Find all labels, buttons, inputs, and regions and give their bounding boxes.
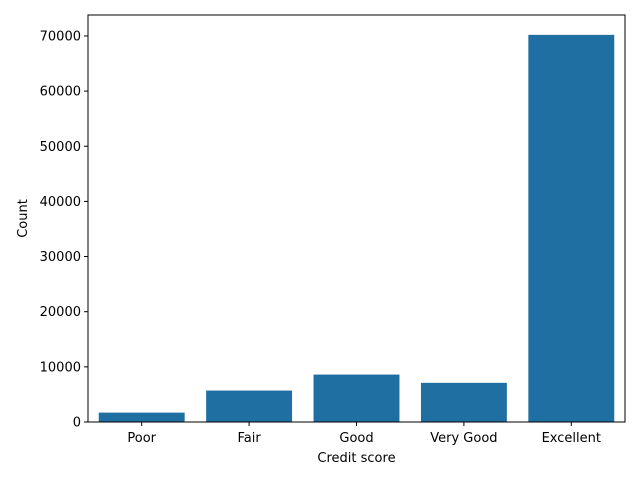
bars-group: [98, 34, 615, 422]
y-tick-label: 30000: [40, 250, 81, 265]
bar-fair: [206, 390, 293, 422]
x-tick-label: Poor: [127, 431, 156, 446]
x-axis-label: Credit score: [317, 451, 395, 466]
y-tick-label: 50000: [40, 140, 81, 155]
y-tick-label: 60000: [40, 85, 81, 100]
bar-very-good: [420, 382, 507, 422]
bar-poor: [98, 412, 185, 422]
x-tick-label: Fair: [237, 431, 261, 446]
y-tick-label: 40000: [40, 195, 81, 210]
plot-frame: [87, 14, 626, 423]
bar-good: [313, 374, 400, 422]
y-tick-label: 10000: [40, 360, 81, 375]
x-tick-label: Good: [339, 431, 373, 446]
x-axis-ticks: Poor Fair Good Very Good Excellent: [127, 422, 601, 446]
x-tick-label: Excellent: [542, 431, 601, 446]
y-tick-label: 0: [73, 416, 81, 431]
bar-excellent: [528, 34, 615, 422]
y-axis-label: Count: [16, 199, 31, 238]
y-tick-label: 20000: [40, 305, 81, 320]
y-tick-label: 70000: [40, 29, 81, 44]
x-tick-label: Very Good: [430, 431, 497, 446]
y-axis-ticks: 0 10000 20000 30000 40000 50000 60000 70000: [40, 29, 88, 431]
